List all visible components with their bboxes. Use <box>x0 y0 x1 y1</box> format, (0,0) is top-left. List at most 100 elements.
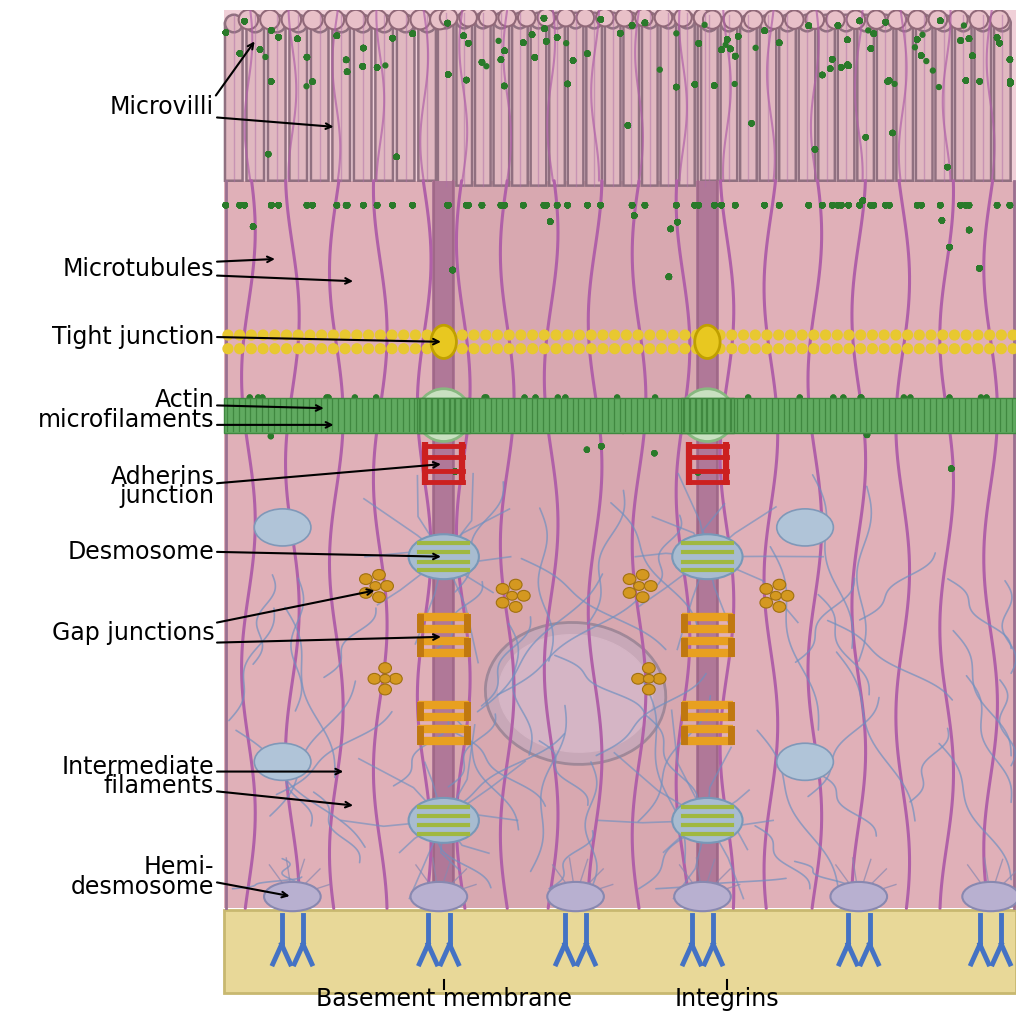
Circle shape <box>724 37 729 42</box>
Circle shape <box>480 203 485 208</box>
Circle shape <box>949 466 954 471</box>
Circle shape <box>542 15 547 20</box>
Circle shape <box>869 46 874 51</box>
Circle shape <box>269 28 274 33</box>
Circle shape <box>450 268 455 272</box>
Circle shape <box>776 203 781 208</box>
Circle shape <box>529 33 534 37</box>
Circle shape <box>995 35 1000 40</box>
Circle shape <box>1008 81 1013 86</box>
Circle shape <box>865 433 870 438</box>
Circle shape <box>445 203 450 208</box>
Circle shape <box>940 218 945 223</box>
Circle shape <box>995 35 1000 40</box>
Circle shape <box>855 330 866 340</box>
Circle shape <box>633 344 643 354</box>
Circle shape <box>344 70 350 75</box>
Circle shape <box>390 36 395 41</box>
Circle shape <box>887 203 892 208</box>
Circle shape <box>445 203 450 208</box>
Circle shape <box>692 203 697 208</box>
Circle shape <box>532 55 537 59</box>
Ellipse shape <box>830 882 887 911</box>
Circle shape <box>883 19 888 25</box>
Circle shape <box>830 57 835 61</box>
Circle shape <box>565 203 570 208</box>
Circle shape <box>807 24 811 29</box>
Circle shape <box>584 447 589 452</box>
Circle shape <box>712 83 716 88</box>
Circle shape <box>966 37 971 41</box>
Circle shape <box>762 330 772 340</box>
Ellipse shape <box>777 744 833 781</box>
Circle shape <box>446 330 455 340</box>
Circle shape <box>970 53 975 58</box>
Circle shape <box>776 41 781 45</box>
Circle shape <box>883 19 888 25</box>
Circle shape <box>269 203 274 208</box>
Circle shape <box>618 31 623 36</box>
Circle shape <box>529 33 534 37</box>
Circle shape <box>632 412 637 417</box>
Circle shape <box>450 268 455 272</box>
Circle shape <box>480 59 485 64</box>
Circle shape <box>762 203 767 208</box>
Circle shape <box>696 470 700 475</box>
Circle shape <box>445 20 450 26</box>
Ellipse shape <box>430 10 450 30</box>
Circle shape <box>295 37 300 41</box>
Circle shape <box>914 37 919 42</box>
Circle shape <box>387 330 397 340</box>
Circle shape <box>407 412 412 417</box>
Circle shape <box>872 203 876 208</box>
Circle shape <box>666 274 672 279</box>
Circle shape <box>542 203 547 208</box>
Circle shape <box>970 53 975 58</box>
Circle shape <box>571 58 575 63</box>
Circle shape <box>715 412 719 417</box>
Circle shape <box>610 412 615 417</box>
Circle shape <box>830 57 835 61</box>
Circle shape <box>947 244 952 250</box>
Circle shape <box>807 203 811 208</box>
Circle shape <box>674 203 679 208</box>
Circle shape <box>446 72 451 77</box>
Circle shape <box>224 30 229 35</box>
Circle shape <box>410 330 421 340</box>
Circle shape <box>883 19 888 25</box>
Circle shape <box>390 203 395 208</box>
Circle shape <box>256 395 261 400</box>
Circle shape <box>626 123 630 128</box>
Circle shape <box>845 62 850 68</box>
Circle shape <box>247 14 264 33</box>
Circle shape <box>269 28 274 33</box>
Circle shape <box>914 203 919 208</box>
Circle shape <box>940 218 945 223</box>
Circle shape <box>224 30 229 35</box>
Circle shape <box>938 203 943 208</box>
Circle shape <box>499 57 503 62</box>
Circle shape <box>938 203 943 208</box>
Circle shape <box>835 23 840 28</box>
Circle shape <box>598 17 604 21</box>
Circle shape <box>696 203 701 208</box>
Circle shape <box>305 203 310 208</box>
Circle shape <box>807 203 811 208</box>
Circle shape <box>390 36 395 41</box>
Circle shape <box>465 203 470 208</box>
Circle shape <box>464 203 468 208</box>
Circle shape <box>361 203 366 208</box>
Circle shape <box>629 412 634 417</box>
Circle shape <box>885 79 890 84</box>
Circle shape <box>675 220 680 224</box>
Circle shape <box>807 203 811 208</box>
Circle shape <box>334 34 339 38</box>
Circle shape <box>858 203 863 208</box>
Circle shape <box>970 53 975 58</box>
Circle shape <box>542 15 547 20</box>
Circle shape <box>542 15 547 20</box>
Circle shape <box>544 39 549 44</box>
Circle shape <box>480 203 485 208</box>
Circle shape <box>1008 203 1012 208</box>
Circle shape <box>247 395 252 400</box>
